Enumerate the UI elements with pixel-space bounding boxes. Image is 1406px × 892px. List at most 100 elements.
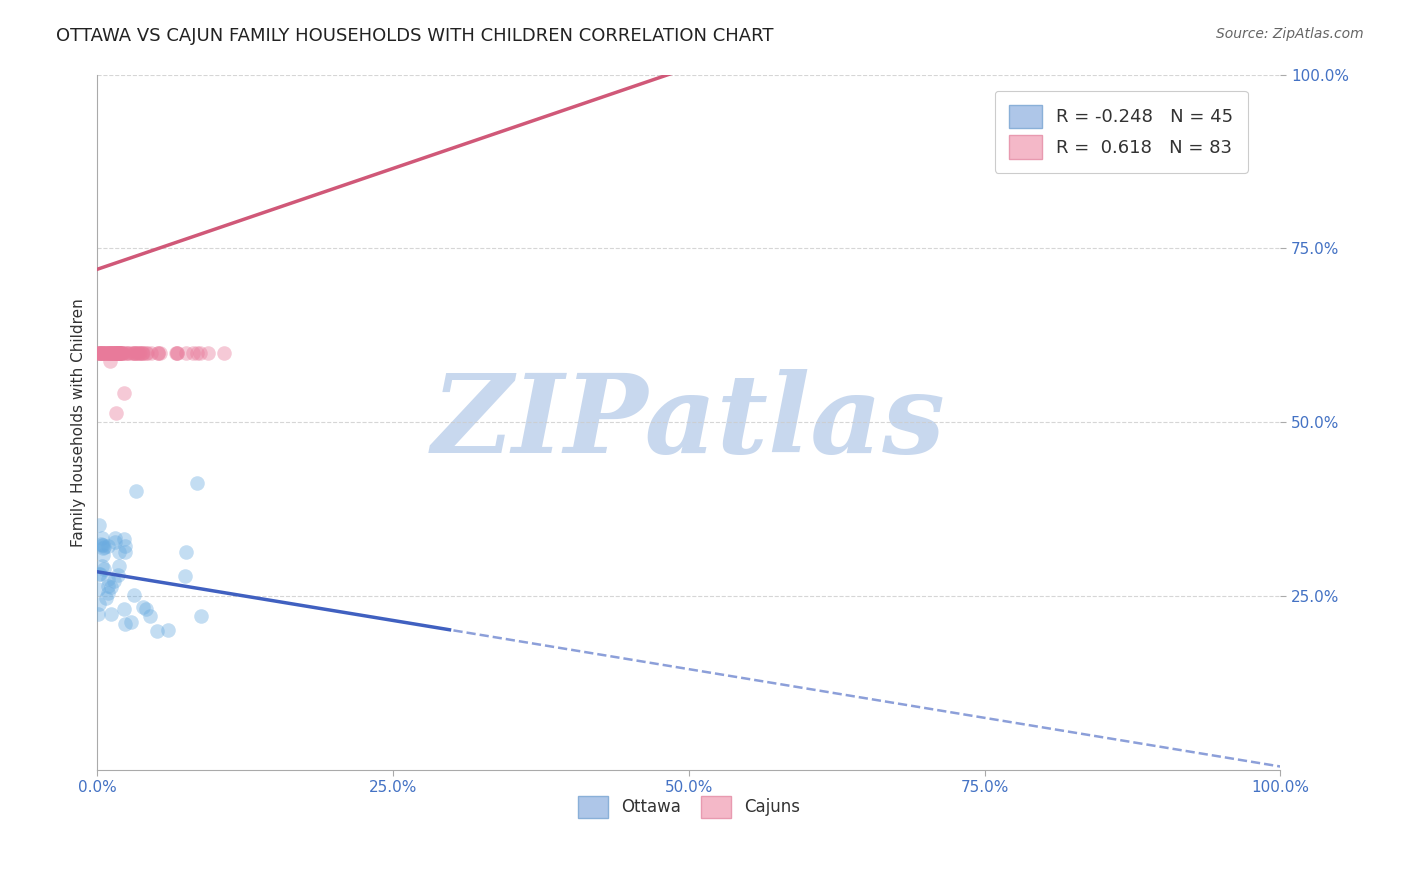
Point [97,345,120,359]
Point [93,562,115,576]
Point [107,345,129,359]
Point [186,475,208,490]
Point [91,541,114,555]
Point [104,345,127,359]
Point [90,537,112,551]
Point [86,345,108,359]
Point [108,545,131,559]
Point [112,532,135,546]
Point [100,607,122,621]
Point [122,588,145,602]
Point [97,572,120,586]
Point [114,345,136,359]
Point [89,345,111,359]
Point [89,345,111,359]
Point [108,345,131,359]
Point [93,538,115,552]
Point [90,531,112,545]
Point [89,345,111,359]
Point [135,345,157,359]
Point [87,597,110,611]
Point [98,345,121,359]
Point [94,345,117,359]
Point [197,345,219,359]
Point [212,345,235,359]
Point [132,345,155,359]
Point [122,345,145,359]
Point [103,535,125,549]
Point [131,345,153,359]
Point [90,345,112,359]
Point [97,345,120,359]
Legend: Ottawa, Cajuns: Ottawa, Cajuns [571,789,807,824]
Point [100,345,122,359]
Point [127,345,149,359]
Point [190,609,212,624]
Point [183,345,205,359]
Point [98,345,121,359]
Point [91,558,114,573]
Point [129,345,152,359]
Point [94,345,117,359]
Point [97,579,120,593]
Point [120,345,142,359]
Point [174,568,197,582]
Point [105,345,128,359]
Point [96,591,118,605]
Point [103,345,125,359]
Point [114,545,136,559]
Point [91,345,114,359]
Point [139,608,162,623]
Point [93,540,115,554]
Point [87,607,110,621]
Point [104,345,127,359]
Y-axis label: Family Households with Children: Family Households with Children [72,298,86,547]
Point [89,567,111,582]
Point [146,345,169,359]
Point [121,345,143,359]
Point [104,345,127,359]
Point [120,615,142,629]
Point [146,624,169,639]
Point [98,345,121,359]
Point [135,601,157,615]
Point [93,345,115,359]
Point [93,345,115,359]
Text: Source: ZipAtlas.com: Source: ZipAtlas.com [1216,27,1364,41]
Point [98,345,121,359]
Point [91,538,114,552]
Point [149,345,172,359]
Point [89,345,111,359]
Text: ZIPatlas: ZIPatlas [432,368,946,476]
Point [174,345,197,359]
Point [107,567,129,582]
Point [98,354,121,368]
Point [128,345,150,359]
Point [87,345,110,359]
Point [87,567,110,582]
Point [114,539,136,553]
Point [111,345,134,359]
Point [107,345,129,359]
Point [112,601,135,615]
Point [94,345,117,359]
Point [87,582,110,596]
Point [97,345,120,359]
Point [100,345,122,359]
Point [96,586,118,600]
Point [165,345,187,359]
Point [166,345,188,359]
Point [157,624,180,638]
Point [108,345,131,359]
Point [117,345,139,359]
Point [186,345,208,359]
Point [111,345,134,359]
Point [104,531,127,545]
Point [105,345,128,359]
Point [91,548,114,562]
Point [111,345,134,359]
Point [107,345,129,359]
Point [110,345,132,359]
Point [91,345,114,359]
Point [110,345,132,359]
